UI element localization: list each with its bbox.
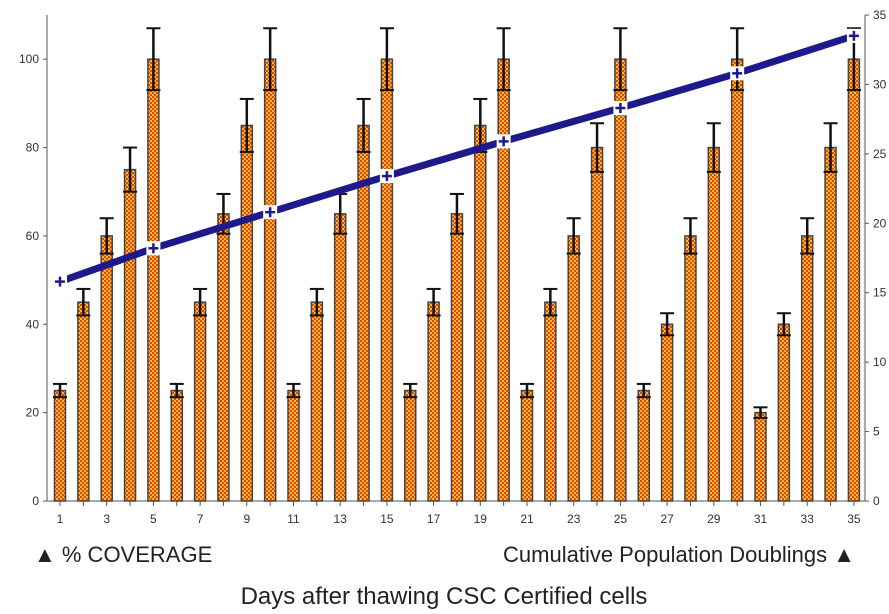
coverage-bar bbox=[147, 58, 160, 502]
x-tick-label: 11 bbox=[287, 512, 300, 526]
coverage-bar bbox=[474, 124, 487, 502]
coverage-bar bbox=[497, 58, 510, 502]
legend-left: ▲ % COVERAGE bbox=[34, 542, 212, 567]
x-tick-label: 3 bbox=[103, 512, 110, 526]
doublings-line bbox=[56, 32, 858, 286]
coverage-bar bbox=[824, 146, 837, 502]
coverage-bar bbox=[404, 389, 417, 502]
left-tick-label: 60 bbox=[26, 229, 40, 243]
right-tick-label: 10 bbox=[873, 355, 887, 369]
left-tick-label: 20 bbox=[26, 406, 40, 420]
left-tick-label: 0 bbox=[32, 494, 39, 508]
x-tick-label: 27 bbox=[660, 512, 674, 526]
x-ticks: 1 3 5 7 9 11 13 15 17 19 21 23 25 27 29 31 33 35 bbox=[57, 501, 861, 526]
x-tick-label: 29 bbox=[707, 512, 721, 526]
coverage-bar bbox=[777, 323, 791, 502]
coverage-bar bbox=[684, 235, 697, 502]
coverage-bar bbox=[614, 58, 627, 502]
coverage-bar bbox=[730, 58, 744, 502]
coverage-bar bbox=[123, 168, 137, 502]
coverage-bar bbox=[380, 58, 394, 502]
left-tick-label: 100 bbox=[19, 52, 39, 66]
x-tick-label: 9 bbox=[243, 512, 250, 526]
x-tick-label: 13 bbox=[334, 512, 348, 526]
coverage-bar bbox=[800, 235, 814, 502]
coverage-bar bbox=[263, 58, 277, 502]
x-tick-label: 15 bbox=[380, 512, 394, 526]
right-y-ticks: 0 5 10 15 20 25 30 35 bbox=[865, 8, 887, 508]
coverage-bar bbox=[53, 389, 67, 502]
x-tick-label: 33 bbox=[801, 512, 815, 526]
x-tick-label: 19 bbox=[474, 512, 488, 526]
coverage-bar bbox=[310, 301, 324, 502]
right-tick-label: 0 bbox=[873, 494, 880, 508]
coverage-bar bbox=[100, 235, 113, 502]
coverage-bar bbox=[847, 58, 861, 502]
x-tick-label: 23 bbox=[567, 512, 581, 526]
doublings-line-layer bbox=[53, 28, 861, 289]
coverage-bar bbox=[707, 146, 721, 502]
legend-doublings-label: Cumulative Population Doublings ▲ bbox=[503, 542, 855, 567]
coverage-bar bbox=[77, 301, 90, 502]
left-tick-label: 40 bbox=[26, 317, 40, 331]
coverage-bar bbox=[193, 301, 207, 502]
x-tick-label: 7 bbox=[197, 512, 204, 526]
x-tick-label: 1 bbox=[57, 512, 64, 526]
coverage-bar bbox=[287, 389, 300, 502]
coverage-bar bbox=[333, 213, 347, 502]
coverage-bars bbox=[53, 58, 861, 502]
right-tick-label: 15 bbox=[873, 286, 887, 300]
error-bars bbox=[53, 27, 861, 419]
x-tick-label: 25 bbox=[614, 512, 628, 526]
coverage-bar bbox=[754, 411, 767, 502]
x-tick-label: 35 bbox=[847, 512, 861, 526]
coverage-bar bbox=[590, 146, 604, 502]
x-tick-label: 31 bbox=[754, 512, 768, 526]
left-tick-label: 80 bbox=[26, 141, 40, 155]
x-tick-label: 21 bbox=[520, 512, 534, 526]
right-tick-label: 20 bbox=[873, 216, 887, 230]
x-axis-title: Days after thawing CSC Certified cells bbox=[241, 583, 648, 610]
legend-coverage-label: ▲ % COVERAGE bbox=[34, 542, 212, 567]
x-tick-label: 17 bbox=[427, 512, 441, 526]
right-tick-label: 5 bbox=[873, 425, 880, 439]
right-tick-label: 30 bbox=[873, 77, 887, 91]
coverage-bar bbox=[240, 124, 254, 502]
coverage-bar bbox=[660, 323, 674, 502]
coverage-bar bbox=[450, 213, 464, 502]
right-tick-label: 35 bbox=[873, 8, 887, 22]
x-tick-label: 5 bbox=[150, 512, 157, 526]
coverage-bar bbox=[170, 389, 183, 502]
coverage-bar bbox=[217, 213, 230, 502]
left-y-ticks: 0 20 40 60 80 100 bbox=[19, 52, 47, 508]
coverage-bar bbox=[520, 389, 534, 502]
coverage-bar bbox=[544, 301, 557, 502]
right-tick-label: 25 bbox=[873, 147, 887, 161]
coverage-bar bbox=[637, 389, 650, 502]
legend-right: Cumulative Population Doublings ▲ bbox=[503, 542, 855, 567]
coverage-bar bbox=[427, 301, 440, 502]
coverage-bar bbox=[567, 235, 580, 502]
